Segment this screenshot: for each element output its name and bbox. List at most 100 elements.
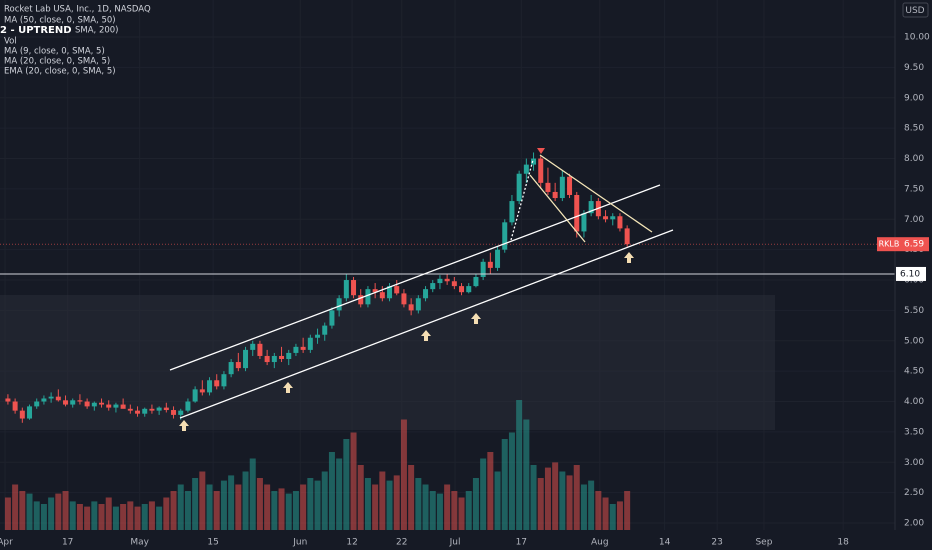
volume-bar [559,471,566,530]
indicator: Vol [4,37,17,47]
candle-body [588,201,594,214]
candle-body [394,286,400,294]
candle-body [84,401,90,407]
currency-box[interactable] [902,2,929,18]
volume-bar [624,491,631,530]
volume-bar [141,504,148,530]
candle-body [106,404,112,408]
volume-bar [494,471,501,530]
y-tick-label: 3.00 [904,458,924,468]
candle-body [286,352,292,360]
candle-body [451,281,457,287]
volume-bar [422,484,429,530]
candle-body [228,362,234,375]
volume-bar [91,501,98,530]
candle-body [264,355,270,363]
currency[interactable]: USD [905,6,924,16]
volume-bar [573,465,580,530]
volume-bar [228,475,235,530]
candle-body [243,349,249,369]
volume-bar [458,497,465,530]
indicator: MA (9, close, 0, SMA, 5) [4,47,105,57]
indicator: MA (50, close, 0, SMA, 50) [4,16,116,26]
range-box [0,295,775,430]
volume-bar [292,491,299,530]
volume-bar [480,458,487,530]
candle-body [77,400,83,402]
candle-body [171,410,177,415]
x-tick-label: Jul [449,538,461,548]
volume-bar [595,491,602,530]
candle-body [502,222,508,250]
volume-bar [508,432,515,530]
candle-body [509,201,515,223]
y-tick-label: 3.50 [904,427,924,437]
volume-bar [4,497,11,530]
volume-bar [415,478,422,530]
candle-body [235,362,241,369]
drawing-label: 2 - UPTREND [0,25,72,36]
x-tick-label: Jun [292,538,307,548]
candle-body [423,289,429,299]
volume-bar [516,400,523,530]
candle-body [415,298,421,311]
volume-bar [249,458,256,530]
volume-bar [163,497,170,530]
volume-bar [278,488,285,530]
wedge-bottom [529,174,586,243]
volume-bar [112,506,119,530]
y-tick-label: 4.50 [904,367,924,377]
candle-body [495,249,501,268]
y-tick-label: 10.00 [904,33,930,43]
volume-bar [580,484,587,530]
volume-bar [465,491,472,530]
volume-bar [62,491,69,530]
candle-body [387,286,393,299]
volume-bar [69,501,76,530]
candle-body [214,380,220,387]
candle-body [531,158,537,165]
volume-bar [530,465,537,530]
indicator: SMA, 200) [75,26,119,36]
y-tick-label: 7.00 [904,215,924,225]
candle-body [574,194,580,232]
volume-bar [256,478,263,530]
candle-body [135,410,141,414]
volume-bar [264,484,271,530]
candle-body [365,289,371,305]
candle-body [279,355,285,360]
y-tick-label: 4.00 [904,397,924,407]
title: Rocket Lab USA, Inc., 1D, NASDAQ [4,5,151,15]
x-tick-label: Sep [755,538,772,548]
candle-body [372,289,378,293]
candle-body [610,216,616,220]
volume-bar [350,432,357,530]
volume-bar [12,484,19,530]
volume-bar [544,467,551,530]
candle-body [401,293,407,305]
volume-bar [436,493,443,530]
volume-bar [177,484,184,530]
price-tag [901,237,929,252]
candle-body [149,408,155,411]
volume-bar [379,471,386,530]
volume-bar [148,501,155,530]
volume-bar [472,478,479,530]
candle-body [271,355,277,363]
candle-body [113,404,119,408]
volume-bar [393,475,400,530]
volume-bar [220,480,227,530]
candle-body [408,304,414,311]
candle-body [307,337,313,350]
candle-body [34,401,40,407]
volume-bar [429,491,436,530]
volume-bar [184,491,191,530]
channel-top [169,184,661,371]
x-tick-label: Apr [0,538,13,548]
candle-body [185,401,191,411]
x-tick-label: 15 [207,538,218,548]
candle-body [466,286,472,293]
x-tick-label: Aug [591,538,609,548]
